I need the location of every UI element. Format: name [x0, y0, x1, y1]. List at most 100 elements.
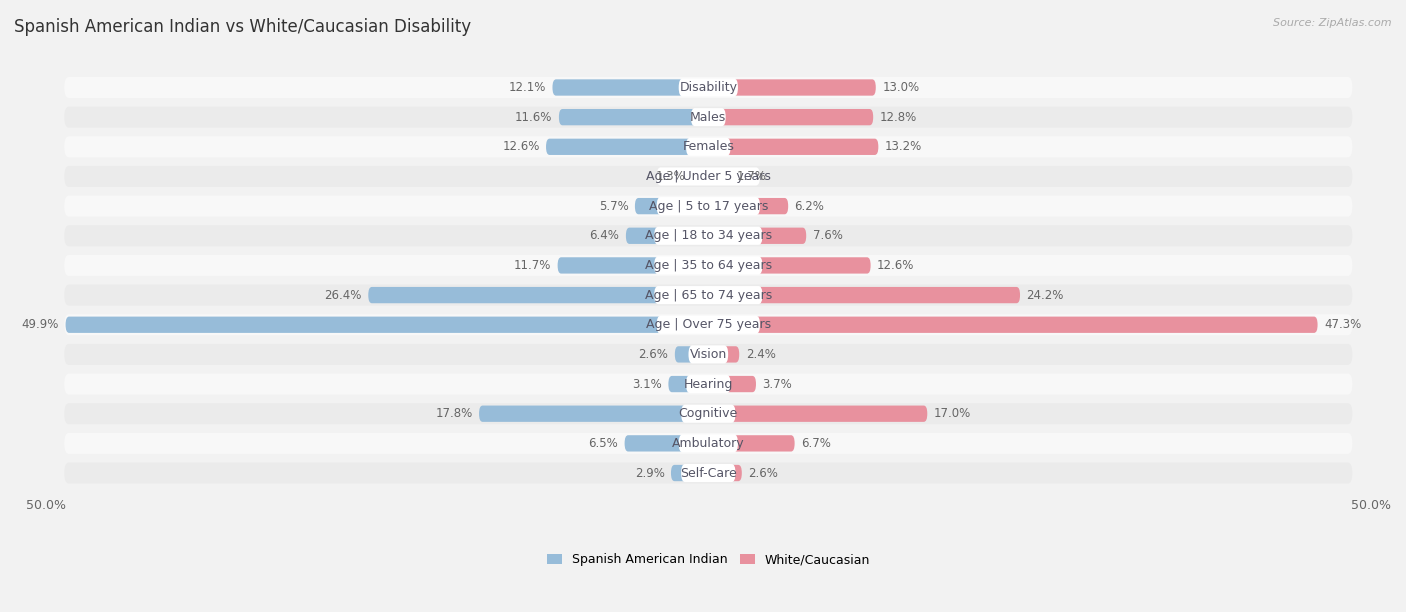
FancyBboxPatch shape [709, 435, 794, 452]
FancyBboxPatch shape [709, 139, 879, 155]
Text: Disability: Disability [679, 81, 737, 94]
FancyBboxPatch shape [709, 406, 928, 422]
FancyBboxPatch shape [66, 316, 709, 333]
FancyBboxPatch shape [65, 285, 1353, 305]
FancyBboxPatch shape [668, 376, 709, 392]
FancyBboxPatch shape [65, 403, 1353, 424]
FancyBboxPatch shape [709, 80, 876, 95]
FancyBboxPatch shape [560, 109, 709, 125]
Text: 50.0%: 50.0% [25, 499, 66, 512]
FancyBboxPatch shape [692, 168, 709, 185]
FancyBboxPatch shape [671, 465, 709, 481]
FancyBboxPatch shape [65, 344, 1353, 365]
FancyBboxPatch shape [65, 136, 1353, 157]
FancyBboxPatch shape [657, 168, 761, 185]
FancyBboxPatch shape [65, 225, 1353, 246]
Text: 24.2%: 24.2% [1026, 289, 1064, 302]
FancyBboxPatch shape [65, 255, 1353, 276]
FancyBboxPatch shape [709, 168, 730, 185]
FancyBboxPatch shape [675, 346, 709, 362]
FancyBboxPatch shape [624, 435, 709, 452]
FancyBboxPatch shape [690, 108, 725, 126]
FancyBboxPatch shape [65, 166, 1353, 187]
Text: Age | 18 to 34 years: Age | 18 to 34 years [645, 230, 772, 242]
Text: 2.6%: 2.6% [638, 348, 668, 361]
FancyBboxPatch shape [689, 345, 728, 364]
FancyBboxPatch shape [709, 198, 789, 214]
Text: Age | 35 to 64 years: Age | 35 to 64 years [645, 259, 772, 272]
FancyBboxPatch shape [709, 109, 873, 125]
Text: Vision: Vision [690, 348, 727, 361]
FancyBboxPatch shape [709, 228, 806, 244]
FancyBboxPatch shape [558, 257, 709, 274]
FancyBboxPatch shape [681, 405, 735, 423]
Text: 50.0%: 50.0% [1351, 499, 1391, 512]
Text: Hearing: Hearing [683, 378, 733, 390]
Text: 17.8%: 17.8% [436, 407, 472, 420]
FancyBboxPatch shape [679, 435, 738, 452]
Text: 17.0%: 17.0% [934, 407, 972, 420]
FancyBboxPatch shape [65, 196, 1353, 217]
Text: 3.7%: 3.7% [762, 378, 792, 390]
Legend: Spanish American Indian, White/Caucasian: Spanish American Indian, White/Caucasian [541, 548, 875, 571]
FancyBboxPatch shape [636, 198, 709, 214]
FancyBboxPatch shape [65, 106, 1353, 128]
Text: Age | 65 to 74 years: Age | 65 to 74 years [645, 289, 772, 302]
Text: Ambulatory: Ambulatory [672, 437, 745, 450]
Text: 2.6%: 2.6% [748, 466, 778, 480]
FancyBboxPatch shape [709, 346, 740, 362]
FancyBboxPatch shape [657, 316, 761, 334]
FancyBboxPatch shape [65, 463, 1353, 483]
Text: 13.0%: 13.0% [882, 81, 920, 94]
FancyBboxPatch shape [709, 376, 756, 392]
FancyBboxPatch shape [654, 286, 762, 304]
FancyBboxPatch shape [686, 375, 731, 393]
FancyBboxPatch shape [709, 465, 742, 481]
Text: 6.2%: 6.2% [794, 200, 824, 212]
Text: 12.6%: 12.6% [877, 259, 914, 272]
Text: 1.3%: 1.3% [655, 170, 685, 183]
Text: Source: ZipAtlas.com: Source: ZipAtlas.com [1274, 18, 1392, 28]
Text: Males: Males [690, 111, 727, 124]
Text: 3.1%: 3.1% [633, 378, 662, 390]
Text: 26.4%: 26.4% [325, 289, 361, 302]
FancyBboxPatch shape [479, 406, 709, 422]
Text: 11.7%: 11.7% [513, 259, 551, 272]
Text: 6.7%: 6.7% [801, 437, 831, 450]
FancyBboxPatch shape [686, 138, 731, 156]
Text: Females: Females [682, 140, 734, 154]
Text: 12.6%: 12.6% [502, 140, 540, 154]
FancyBboxPatch shape [654, 226, 762, 245]
FancyBboxPatch shape [546, 139, 709, 155]
Text: 6.4%: 6.4% [589, 230, 620, 242]
FancyBboxPatch shape [65, 433, 1353, 454]
FancyBboxPatch shape [681, 464, 735, 482]
Text: 12.1%: 12.1% [509, 81, 546, 94]
Text: 47.3%: 47.3% [1324, 318, 1361, 331]
FancyBboxPatch shape [709, 257, 870, 274]
Text: 5.7%: 5.7% [599, 200, 628, 212]
Text: 49.9%: 49.9% [21, 318, 59, 331]
Text: Cognitive: Cognitive [679, 407, 738, 420]
Text: Age | 5 to 17 years: Age | 5 to 17 years [648, 200, 768, 212]
FancyBboxPatch shape [553, 80, 709, 95]
FancyBboxPatch shape [65, 314, 1353, 335]
Text: 6.5%: 6.5% [588, 437, 619, 450]
FancyBboxPatch shape [657, 197, 761, 215]
FancyBboxPatch shape [679, 78, 738, 97]
Text: 12.8%: 12.8% [880, 111, 917, 124]
FancyBboxPatch shape [626, 228, 709, 244]
FancyBboxPatch shape [709, 287, 1019, 303]
FancyBboxPatch shape [368, 287, 709, 303]
Text: 11.6%: 11.6% [515, 111, 553, 124]
FancyBboxPatch shape [65, 373, 1353, 395]
FancyBboxPatch shape [654, 256, 762, 274]
Text: Self-Care: Self-Care [681, 466, 737, 480]
Text: Age | Over 75 years: Age | Over 75 years [645, 318, 770, 331]
Text: 2.4%: 2.4% [745, 348, 776, 361]
Text: 13.2%: 13.2% [884, 140, 922, 154]
Text: 7.6%: 7.6% [813, 230, 842, 242]
Text: 2.9%: 2.9% [634, 466, 665, 480]
FancyBboxPatch shape [65, 77, 1353, 98]
Text: Spanish American Indian vs White/Caucasian Disability: Spanish American Indian vs White/Caucasi… [14, 18, 471, 36]
